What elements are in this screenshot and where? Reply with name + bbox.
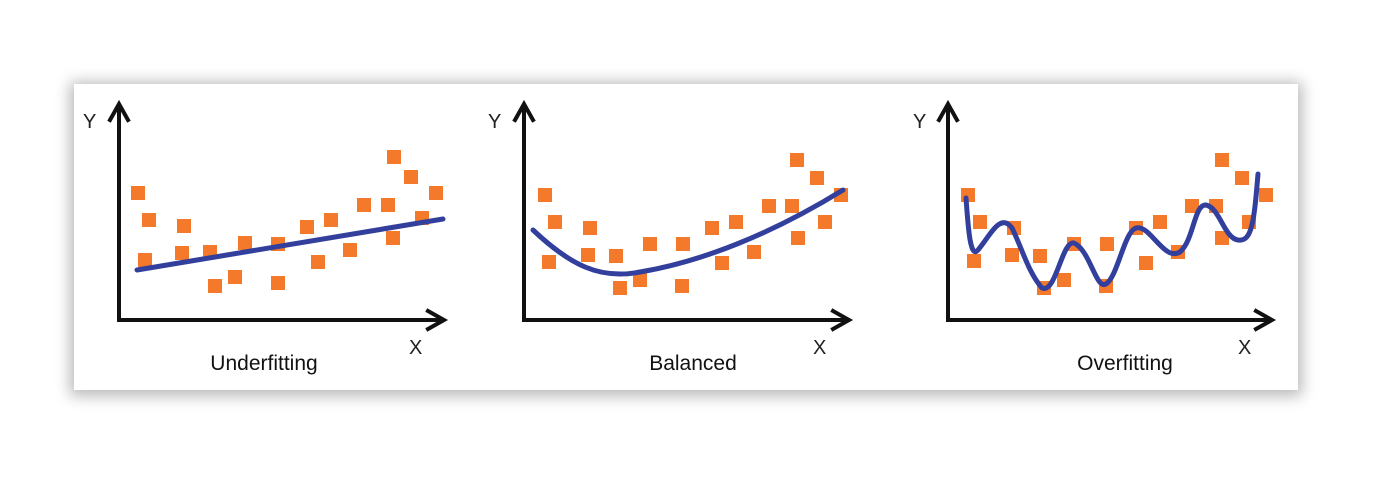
x-axis-label: X — [813, 337, 826, 359]
data-point — [675, 279, 689, 293]
fit-curve — [963, 171, 1261, 291]
data-point — [386, 231, 400, 245]
x-axis-arrow-icon — [425, 308, 449, 332]
fit-curve — [530, 187, 846, 277]
data-point — [818, 215, 832, 229]
data-point — [271, 276, 285, 290]
y-axis-label: Y — [913, 111, 926, 133]
data-point — [613, 281, 627, 295]
data-point — [1100, 237, 1114, 251]
data-point — [1215, 231, 1229, 245]
data-point — [676, 237, 690, 251]
data-point — [810, 171, 824, 185]
data-point — [311, 255, 325, 269]
data-point — [583, 221, 597, 235]
data-point — [1185, 199, 1199, 213]
data-point — [542, 255, 556, 269]
data-point — [381, 198, 395, 212]
data-point — [581, 248, 595, 262]
data-point — [1153, 215, 1167, 229]
panel-title: Underfitting — [210, 352, 317, 375]
data-point — [785, 199, 799, 213]
data-point — [404, 170, 418, 184]
data-point — [175, 246, 189, 260]
y-axis-label: Y — [488, 111, 501, 133]
data-point — [138, 253, 152, 267]
data-point — [967, 254, 981, 268]
data-point — [228, 270, 242, 284]
data-point — [1235, 171, 1249, 185]
data-point — [1215, 153, 1229, 167]
panel-underfitting: Y X Underfitting — [83, 99, 449, 375]
data-point — [357, 198, 371, 212]
data-point — [142, 213, 156, 227]
data-point — [609, 249, 623, 263]
data-point — [538, 188, 552, 202]
data-point — [208, 279, 222, 293]
y-axis-label: Y — [83, 111, 96, 133]
data-point — [324, 213, 338, 227]
y-axis-arrow-icon — [512, 99, 536, 123]
data-point — [715, 256, 729, 270]
y-axis-arrow-icon — [936, 99, 960, 123]
data-point — [131, 186, 145, 200]
data-point — [1259, 188, 1273, 202]
data-point — [1033, 249, 1047, 263]
data-point — [1139, 256, 1153, 270]
data-point — [747, 245, 761, 259]
data-point — [300, 220, 314, 234]
data-point — [343, 243, 357, 257]
data-point — [762, 199, 776, 213]
data-point — [238, 236, 252, 250]
panel-title: Balanced — [649, 352, 737, 375]
data-point — [633, 273, 647, 287]
data-point — [791, 231, 805, 245]
data-point — [1005, 248, 1019, 262]
data-point — [429, 186, 443, 200]
data-points — [538, 153, 848, 295]
x-axis-arrow-icon — [830, 308, 854, 332]
panel-overfitting: Y X Overfitting — [913, 99, 1277, 375]
data-point — [1057, 273, 1071, 287]
data-point — [790, 153, 804, 167]
panel-title: Overfitting — [1077, 352, 1173, 375]
data-point — [729, 215, 743, 229]
data-point — [177, 219, 191, 233]
data-point — [387, 150, 401, 164]
panel-balanced: Y X Balanced — [488, 99, 854, 375]
x-axis-label: X — [409, 337, 422, 359]
data-points — [131, 150, 443, 293]
data-point — [548, 215, 562, 229]
data-point — [973, 215, 987, 229]
x-axis-label: X — [1238, 337, 1251, 359]
data-point — [643, 237, 657, 251]
x-axis-arrow-icon — [1253, 308, 1277, 332]
data-point — [705, 221, 719, 235]
y-axis-arrow-icon — [107, 99, 131, 123]
fit-curve — [134, 216, 446, 273]
